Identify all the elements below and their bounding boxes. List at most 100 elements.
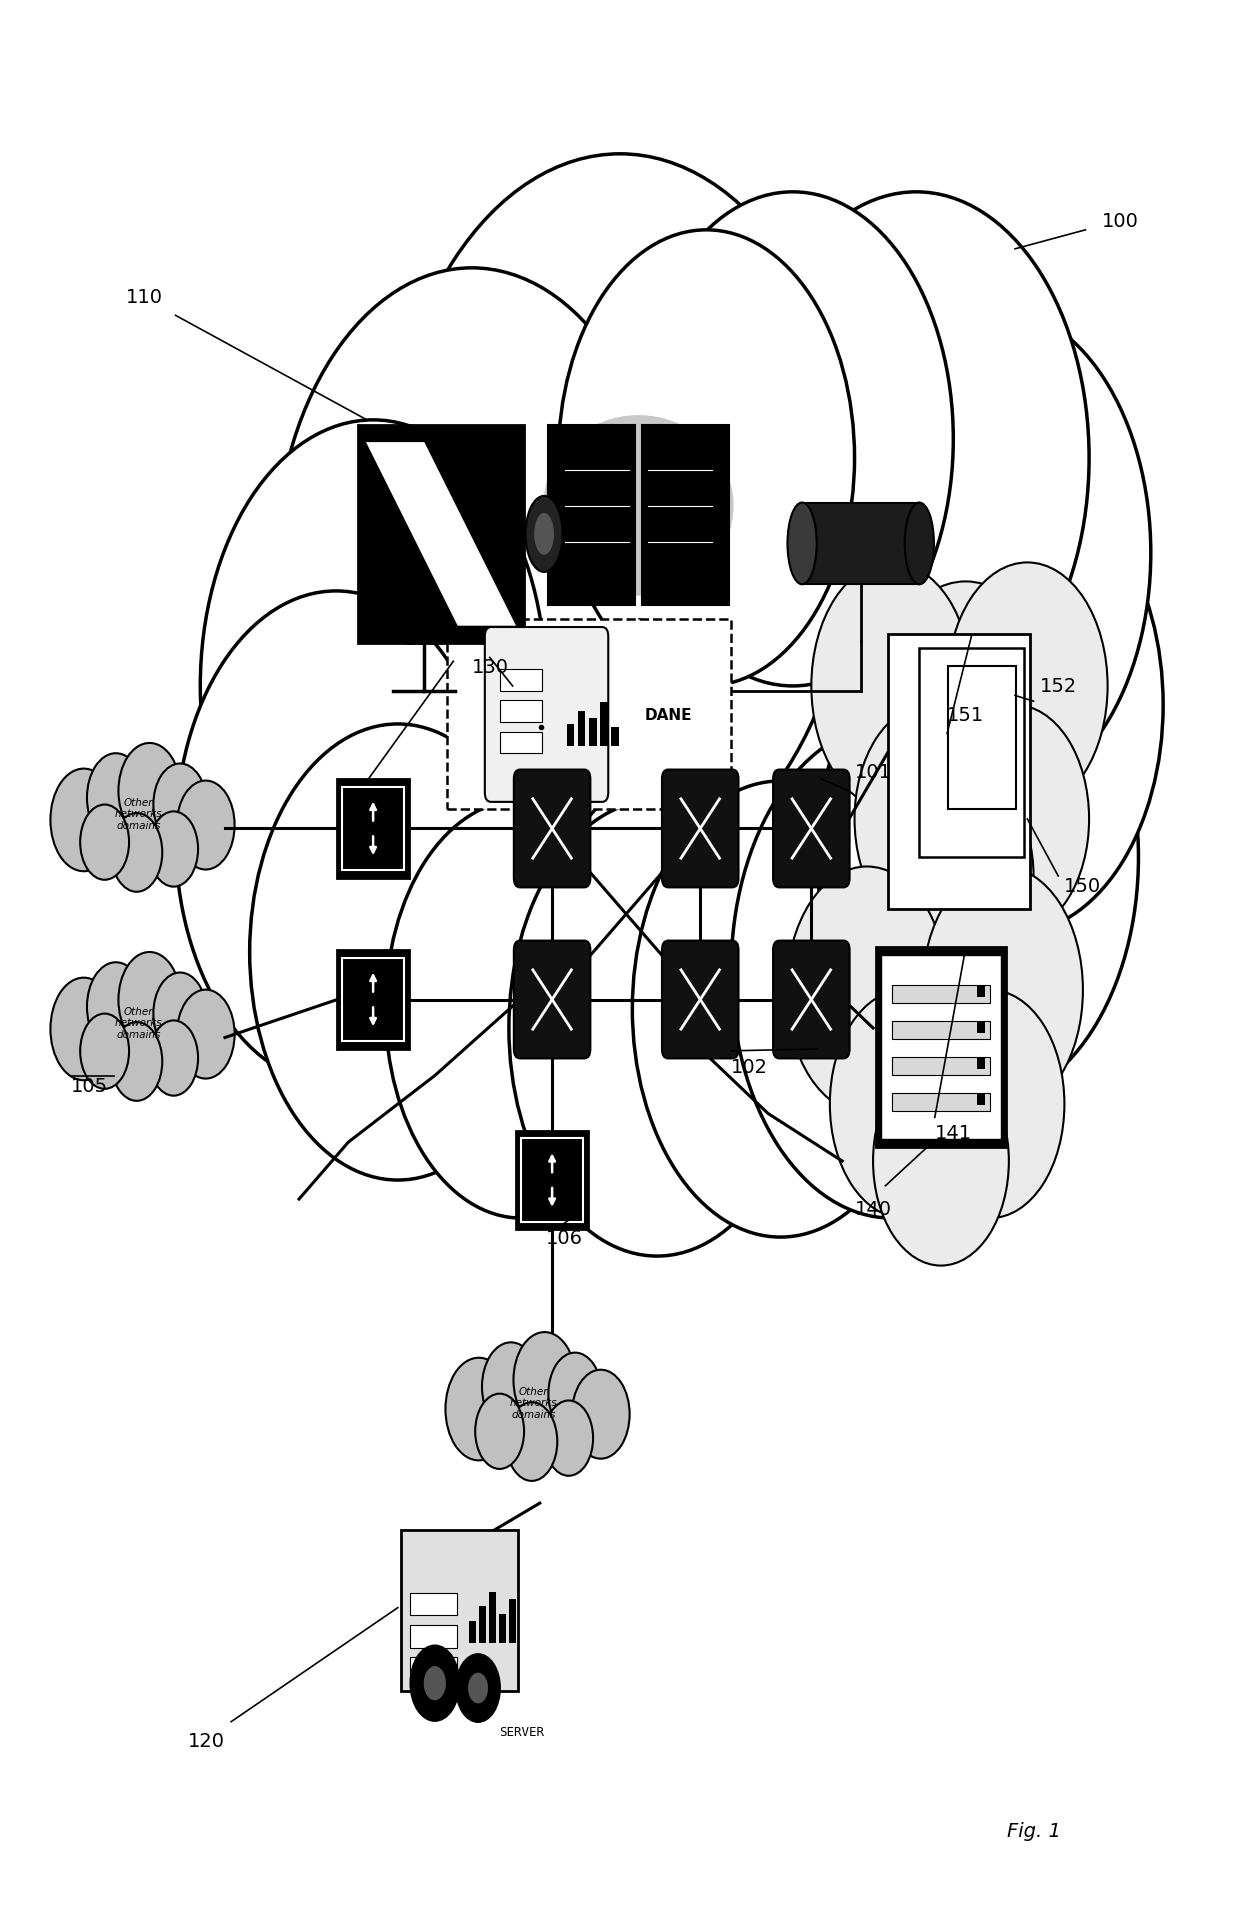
Circle shape [817,612,1138,1105]
Text: Fig. 1: Fig. 1 [1007,1821,1060,1840]
Circle shape [632,192,954,686]
Circle shape [176,592,496,1086]
Circle shape [149,1021,198,1095]
Text: DANE: DANE [645,707,692,722]
Bar [401,1530,518,1692]
Circle shape [947,564,1107,810]
Bar [479,1606,486,1642]
Circle shape [548,1353,601,1434]
Ellipse shape [787,503,817,585]
Circle shape [506,1402,557,1480]
Circle shape [87,754,145,842]
Text: 141: 141 [935,1124,972,1143]
Circle shape [830,991,978,1219]
Bar [498,1614,506,1642]
Circle shape [513,1332,575,1429]
Text: 105: 105 [71,1076,108,1095]
Ellipse shape [543,415,734,596]
Bar [877,949,1006,1147]
Bar [410,1625,458,1648]
Bar [977,1057,985,1069]
Bar [578,712,585,747]
Bar [448,621,732,810]
Text: 101: 101 [854,762,892,781]
Circle shape [854,705,1003,933]
Bar [521,1139,583,1223]
Bar [489,1593,496,1642]
Circle shape [811,564,972,810]
Bar [977,1021,985,1034]
Bar [342,958,404,1042]
Circle shape [81,1013,129,1090]
Text: Other
networks
domains: Other networks domains [115,798,162,831]
Text: 110: 110 [126,288,164,307]
Circle shape [632,781,929,1238]
Circle shape [475,1394,525,1469]
Circle shape [154,764,207,846]
Bar [516,1132,588,1231]
Text: SERVER: SERVER [498,1724,544,1737]
Circle shape [923,867,1083,1114]
Circle shape [424,1667,446,1701]
Circle shape [274,269,670,876]
Ellipse shape [526,497,563,573]
Circle shape [786,867,947,1114]
Circle shape [386,800,657,1219]
Bar [947,667,1016,810]
Bar [892,985,991,1004]
Bar [469,1621,476,1642]
Text: 103: 103 [404,629,441,648]
Circle shape [51,977,117,1080]
Text: Other
networks
domains: Other networks domains [510,1387,558,1419]
Circle shape [467,1673,489,1703]
Circle shape [154,973,207,1055]
Circle shape [51,770,117,872]
Bar [508,1600,516,1642]
Circle shape [916,991,1064,1219]
Circle shape [119,743,181,840]
Bar [567,724,574,747]
FancyBboxPatch shape [485,627,609,802]
Bar [889,634,1030,911]
Bar [642,425,729,606]
Bar [977,1093,985,1105]
Bar [977,985,985,998]
Text: 106: 106 [546,1229,583,1248]
Bar [500,671,542,692]
Bar [548,425,635,606]
Circle shape [87,962,145,1052]
Circle shape [482,1343,539,1431]
Ellipse shape [534,514,554,556]
Circle shape [177,781,234,871]
Text: Other
networks
domains: Other networks domains [115,1006,162,1040]
Bar [337,779,409,878]
FancyBboxPatch shape [513,941,590,1059]
Circle shape [867,478,1163,933]
Circle shape [386,154,854,876]
Bar [500,732,542,754]
Bar [589,718,596,747]
Circle shape [81,806,129,880]
Bar [892,1021,991,1040]
Text: 120: 120 [188,1732,224,1751]
FancyBboxPatch shape [662,941,739,1059]
Bar [500,701,542,722]
Circle shape [112,813,162,892]
Circle shape [149,812,198,888]
Circle shape [456,1654,500,1722]
Text: 140: 140 [854,1200,892,1219]
Ellipse shape [905,503,934,585]
Circle shape [732,724,1052,1219]
Text: 152: 152 [1039,676,1076,695]
Circle shape [744,192,1089,724]
FancyBboxPatch shape [662,770,739,888]
Bar [892,1057,991,1076]
Bar [410,1657,458,1680]
Bar [611,728,619,747]
Bar [337,951,409,1050]
Text: 150: 150 [1064,876,1101,895]
Circle shape [873,1057,1009,1267]
FancyBboxPatch shape [773,770,849,888]
Bar [892,1093,991,1111]
Circle shape [112,1023,162,1101]
